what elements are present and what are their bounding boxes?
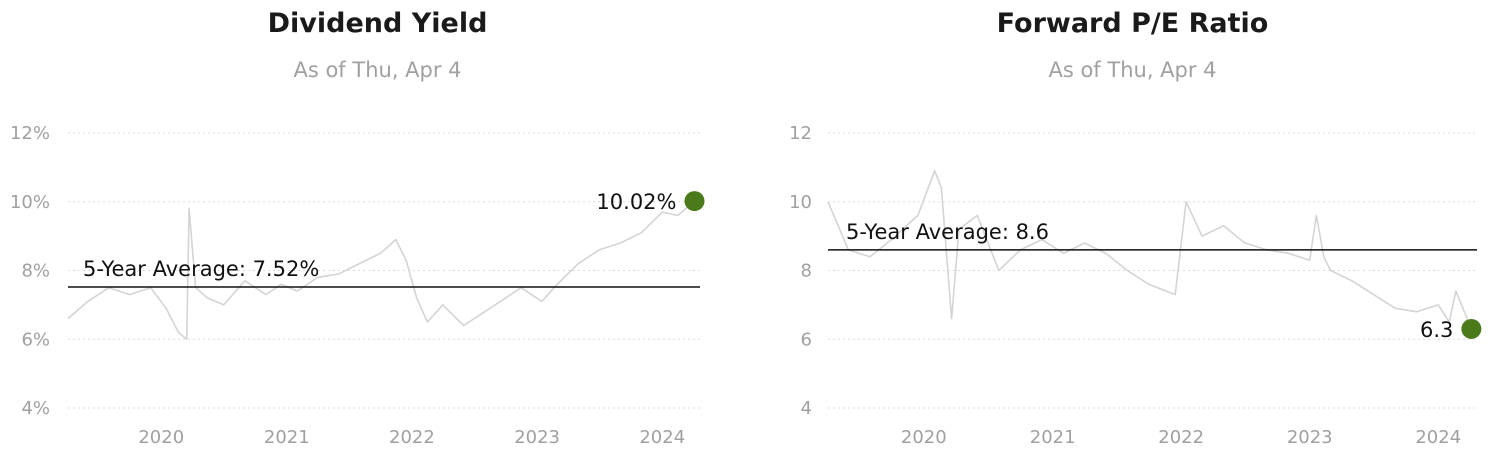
average-label: 5-Year Average: 7.52% <box>83 257 319 281</box>
y-tick-label: 6 <box>801 329 812 350</box>
y-tick-label: 12 <box>789 123 812 144</box>
forward-pe-chart: Forward P/E Ratio As of Thu, Apr 4 4 6 8 10… <box>755 0 1510 450</box>
y-tick-label: 6% <box>21 329 50 350</box>
chart-title: Forward P/E Ratio <box>996 8 1269 39</box>
x-tick-label: 2022 <box>389 427 435 448</box>
x-tick-label: 2023 <box>514 427 560 448</box>
forward-pe-plot: 4 6 8 10 12 2020 2021 2022 2023 2024 5-Year Averag… <box>789 123 1482 448</box>
chart-subtitle: As of Thu, Apr 4 <box>1048 58 1217 82</box>
x-tick-label: 2020 <box>901 427 947 448</box>
dividend-yield-plot: 4% 6% 8% 10% 12% 2020 2021 2022 2023 2024 5-Year A… <box>10 123 705 448</box>
y-tick-label: 8% <box>21 261 50 282</box>
end-point-label: 6.3 <box>1420 318 1453 342</box>
x-tick-label: 2021 <box>264 427 310 448</box>
x-tick-label: 2024 <box>1415 427 1461 448</box>
chart-subtitle: As of Thu, Apr 4 <box>293 58 462 82</box>
end-point-marker <box>1461 318 1482 339</box>
y-tick-label: 10 <box>789 192 812 213</box>
y-tick-label: 4 <box>801 398 812 419</box>
y-tick-label: 12% <box>10 123 50 144</box>
y-tick-label: 10% <box>10 192 50 213</box>
x-tick-label: 2022 <box>1158 427 1204 448</box>
end-point-label: 10.02% <box>596 190 676 214</box>
end-point-marker <box>684 191 705 212</box>
y-tick-label: 8 <box>801 261 812 282</box>
series-line <box>827 170 1473 330</box>
x-tick-label: 2020 <box>138 427 184 448</box>
series-line <box>67 200 696 341</box>
dividend-yield-chart: Dividend Yield As of Thu, Apr 4 4% 6% 8% 10… <box>10 8 705 448</box>
average-label: 5-Year Average: 8.6 <box>846 220 1049 244</box>
x-tick-label: 2024 <box>639 427 685 448</box>
y-tick-label: 4% <box>21 398 50 419</box>
x-tick-label: 2021 <box>1030 427 1076 448</box>
x-tick-label: 2023 <box>1287 427 1333 448</box>
chart-title: Dividend Yield <box>267 8 488 39</box>
